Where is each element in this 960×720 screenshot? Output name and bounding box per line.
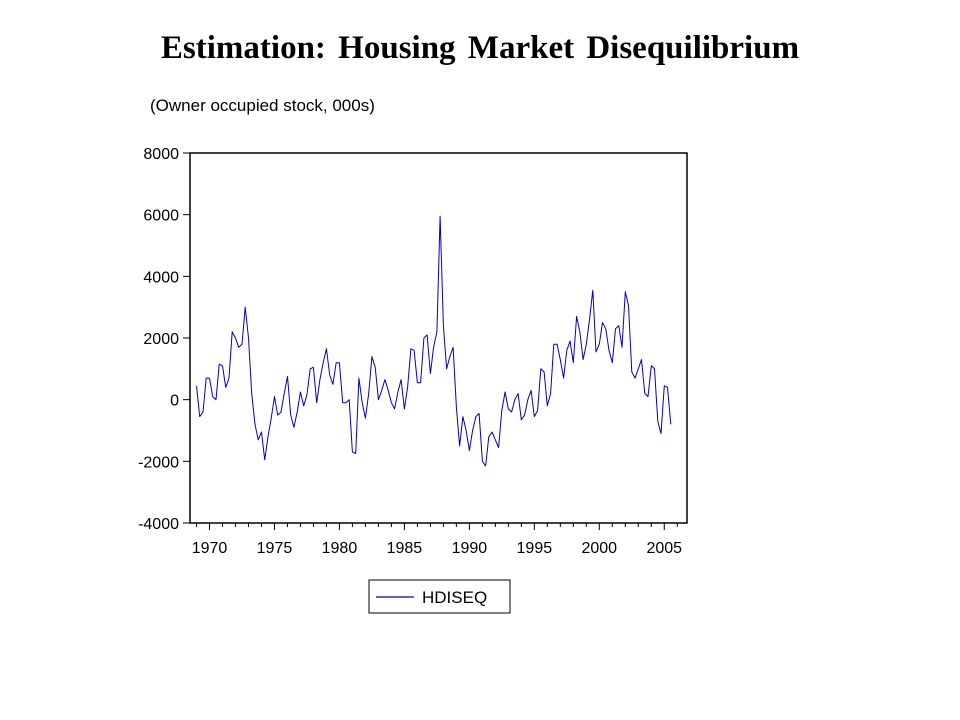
slide-title: Estimation: Housing Market Disequilibriu… [160,30,800,66]
y-tick-label: -2000 [138,454,179,471]
x-tick-label: 1975 [257,540,293,557]
plot-frame [189,152,688,524]
legend-label-hdiseq: HDISEQ [422,588,487,607]
series-layer [196,215,672,467]
x-tick-label: 2000 [581,540,617,557]
legend: HDISEQ [368,579,511,614]
y-axis: 8000 6000 4000 2000 0 -2000 -4000 [138,146,190,533]
x-tick-label: 1980 [322,540,358,557]
y-tick-label: 0 [170,393,179,410]
y-tick-label: 8000 [143,146,179,163]
x-tick-label: 1995 [517,540,553,557]
series-line-hdiseq [196,215,672,467]
y-tick-label: -4000 [138,516,179,533]
y-tick-label: 6000 [143,208,179,225]
x-tick-label: 2005 [646,540,682,557]
y-tick-label: 4000 [143,269,179,286]
chart-subtitle: (Owner occupied stock, 000s) [150,96,375,115]
x-axis: 1970 1975 1980 1985 1990 1995 2000 2005 [192,523,682,557]
y-tick-label: 2000 [143,331,179,348]
x-tick-label: 1985 [387,540,423,557]
x-tick-label: 1990 [452,540,488,557]
x-tick-label: 1970 [192,540,228,557]
